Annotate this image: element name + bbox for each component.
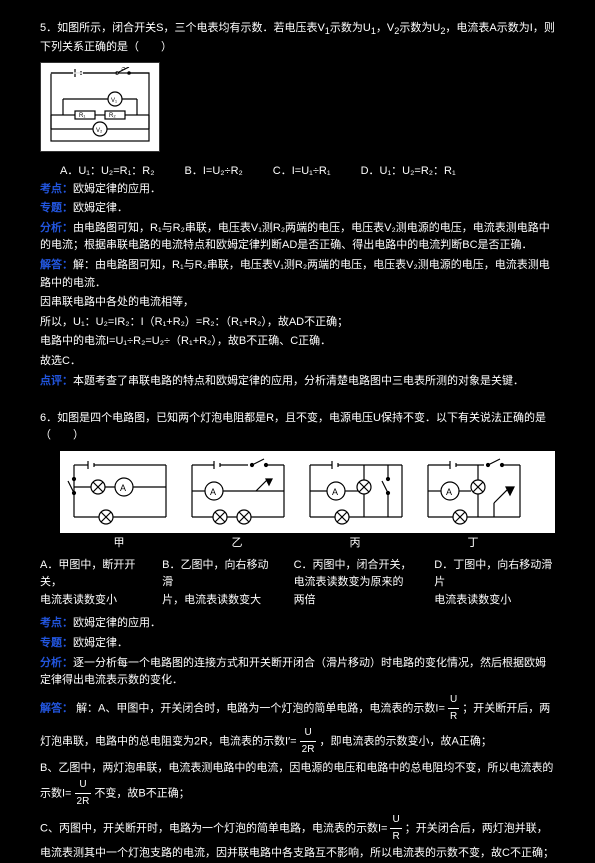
frac-den: R	[448, 709, 459, 725]
q5-jieda-3: 所以，U₁：U₂=IR₂：I（R₁+R₂）=R₂：（R₁+R₂），故AD不正确；	[40, 314, 555, 332]
frac-num: U	[390, 812, 401, 829]
q5-choice-a: A．U₁：U₂=R₁：R₂	[60, 163, 155, 181]
label-r2: R₂	[109, 113, 116, 119]
q6-choice-d-2: 电流表读数变小	[434, 592, 555, 610]
q6-kaodian-label: 考点：	[40, 617, 73, 629]
q5-dianping-label: 点评：	[40, 375, 73, 387]
q6-jieda-a3: ，即电流表的示数变小，故A正确；	[320, 735, 492, 747]
q6-fenxi: 逐一分析每一个电路图的连接方式和开关断开闭合（滑片移动）时电路的变化情况，然后根…	[40, 657, 546, 687]
circuit-yi: A	[184, 457, 294, 527]
q6-kaodian: 欧姆定律的应用．	[73, 617, 161, 629]
q5-zhuanti-label: 专题：	[40, 202, 73, 214]
svg-text:A: A	[446, 487, 452, 497]
q6-jieda-c1: C、丙图中，开关断开时，电路为一个灯泡的简单电路，电流表的示数I=	[40, 823, 387, 835]
svg-text:A: A	[120, 483, 126, 493]
svg-text:A: A	[210, 487, 216, 497]
q5-circuit-diagram: S R₁ R₂ V₁ V₂	[40, 62, 160, 152]
q5-fenxi: 由电路图可知，R₁与R₂串联，电压表V₁测R₂两端的电压，电压表V₂测电源的电压…	[40, 222, 550, 252]
q6-choice-b-2: 片，电流表读数变大	[162, 592, 273, 610]
q5-stem-t4: 示数为U	[399, 22, 440, 34]
q6-zhuanti: 欧姆定律．	[73, 637, 128, 649]
q6-choice-c-2: 电流表读数变为原来的两倍	[294, 574, 415, 609]
q5-zhuanti: 欧姆定律．	[73, 202, 128, 214]
q6-choice-a-1: A．甲图中，断开开关，	[40, 557, 142, 592]
frac-u-2r-1: U2R	[300, 725, 317, 758]
q6-zhuanti-label: 专题：	[40, 637, 73, 649]
q6-choice-d-1: D．丁图中，向右移动滑片	[434, 557, 555, 592]
q6-choice-b-1: B．乙图中，向右移动滑	[162, 557, 273, 592]
frac-den: 2R	[300, 742, 317, 758]
q5-jieda-label: 解答：	[40, 259, 73, 271]
q6-circuits: A	[60, 451, 555, 533]
q6-stem: 6．如图是四个电路图，已知两个灯泡电阻都是R，且不变，电源电压U保持不变．以下有…	[40, 410, 555, 445]
frac-u-2r-2: U2R	[75, 777, 92, 810]
q5-jieda-4: 电路中的电流I=U₁÷R₂=U₂÷（R₁+R₂），故B不正确、C正确．	[40, 333, 555, 351]
q6-fenxi-label: 分析：	[40, 657, 73, 669]
label-jia: 甲	[60, 535, 178, 553]
label-yi: 乙	[178, 535, 296, 553]
q5-jieda-5: 故选C．	[40, 353, 555, 371]
q6-choice-c-1: C．丙图中，闭合开关，	[294, 557, 415, 575]
q5-stem-t3: ，V	[376, 22, 394, 34]
q5-choice-c: C．I=U₁÷R₁	[273, 163, 331, 181]
q5-jieda-2: 因串联电路中各处的电流相等，	[40, 294, 555, 312]
q6-circuit-labels: 甲 乙 丙 丁	[60, 535, 555, 553]
q5-kaodian-label: 考点：	[40, 183, 73, 195]
q5-dianping: 本题考查了串联电路的特点和欧姆定律的应用，分析清楚电路图中三电表所测的对象是关键…	[73, 375, 524, 387]
circuit-jia: A	[66, 457, 176, 527]
frac-u-r-1: UR	[448, 692, 459, 725]
q5-jieda-1: 解：由电路图可知，R₁与R₂串联，电压表V₁测R₂两端的电压，电压表V₂测电源的…	[40, 259, 550, 289]
frac-num: U	[448, 692, 459, 709]
q6-jieda-a1: 解：A、甲图中，开关闭合时，电路为一个灯泡的简单电路，电流表的示数I=	[76, 702, 445, 714]
q5-stem-t1: 5．如图所示，闭合开关S，三个电表均有示数．若电压表V	[40, 22, 325, 34]
q5-stem-t2: 示数为U	[330, 22, 371, 34]
label-v1: V₁	[111, 98, 117, 104]
q5-kaodian: 欧姆定律的应用．	[73, 183, 161, 195]
frac-num: U	[75, 777, 92, 794]
label-ding: 丁	[414, 535, 532, 553]
frac-den: 2R	[75, 794, 92, 810]
label-v2: V₂	[96, 128, 103, 134]
frac-u-r-2: UR	[390, 812, 401, 845]
frac-den: R	[390, 829, 401, 845]
q6-choice-a-2: 电流表读数变小	[40, 592, 142, 610]
q6-jieda-label: 解答：	[40, 702, 73, 714]
q5-choices: A．U₁：U₂=R₁：R₂ B．I=U₂÷R₂ C．I=U₁÷R₁ D．U₁：U…	[60, 163, 555, 181]
circuit-bing: A	[302, 457, 412, 527]
q6-jieda-b2: 不变，故B不正确；	[94, 788, 189, 800]
svg-text:A: A	[332, 487, 338, 497]
label-s: S	[121, 67, 126, 72]
q5-choice-d: D．U₁：U₂=R₂：R₁	[361, 163, 456, 181]
q5-fenxi-label: 分析：	[40, 222, 73, 234]
circuit-ding: A	[420, 457, 530, 527]
q5-stem: 5．如图所示，闭合开关S，三个电表均有示数．若电压表V1示数为U1，V2示数为U…	[40, 20, 555, 56]
q5-choice-b: B．I=U₂÷R₂	[185, 163, 243, 181]
label-bing: 丙	[296, 535, 414, 553]
label-r1: R₁	[79, 113, 85, 119]
frac-num: U	[300, 725, 317, 742]
